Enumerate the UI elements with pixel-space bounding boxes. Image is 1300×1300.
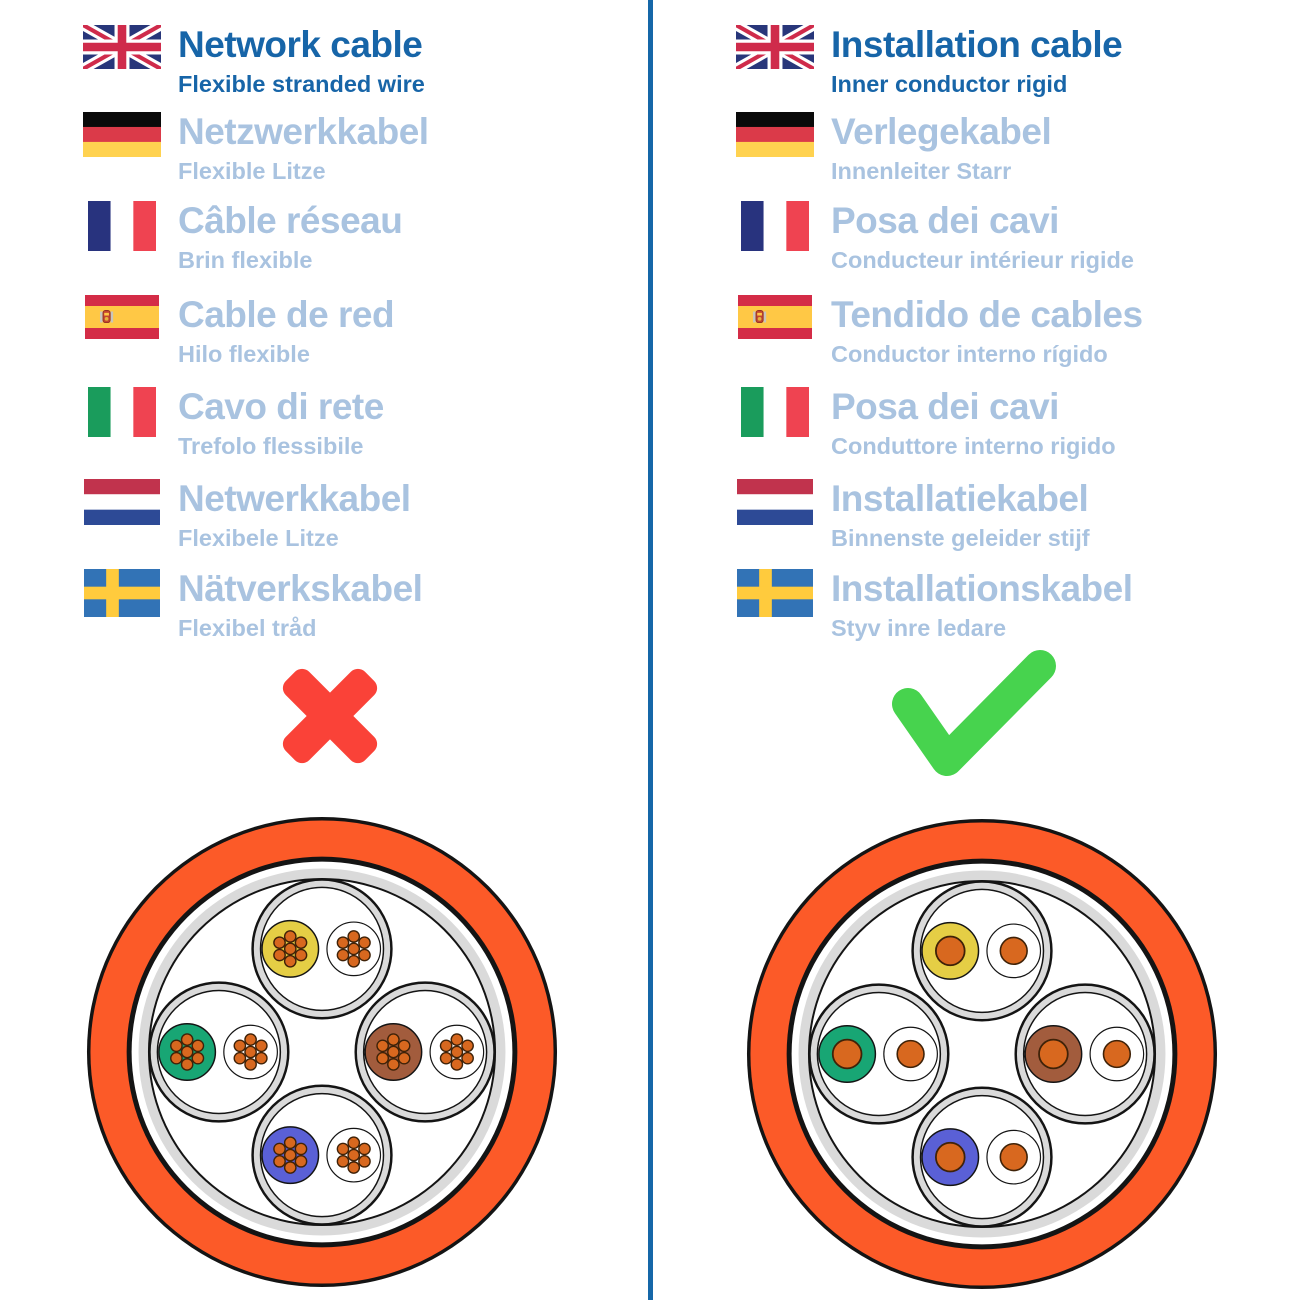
row-subtitle: Flexibele Litze: [178, 525, 339, 551]
germany-flag-icon: [733, 112, 816, 157]
sweden-flag-icon: [80, 569, 163, 617]
row-title: Netzwerkkabel: [178, 111, 429, 152]
row-title: Verlegekabel: [831, 111, 1052, 152]
row-subtitle: Conducteur intérieur rigide: [831, 247, 1134, 273]
row-title: Installationskabel: [831, 568, 1133, 609]
spain-flag-icon: [733, 295, 816, 339]
italy-flag-icon: [733, 387, 816, 437]
row-subtitle: Binnenste geleider stijf: [831, 525, 1090, 551]
row-subtitle: Flexible Litze: [178, 158, 326, 184]
uk-flag-icon: [733, 25, 816, 69]
language-row-fr: Posa dei cavi Conducteur intérieur rigid…: [733, 201, 1134, 273]
row-subtitle: Hilo flexible: [178, 341, 310, 367]
spain-crest-icon: [99, 309, 113, 324]
row-subtitle: Flexibel tråd: [178, 615, 317, 641]
row-subtitle: Flexible stranded wire: [178, 71, 425, 97]
row-subtitle: Inner conductor rigid: [831, 71, 1068, 97]
row-title: Nätverkskabel: [178, 568, 423, 609]
row-subtitle: Conductor interno rígido: [831, 341, 1108, 367]
row-title: Network cable: [178, 24, 423, 65]
language-row-de: Verlegekabel Innenleiter Starr: [733, 111, 1052, 184]
language-row-es: Tendido de cables Conductor interno rígi…: [733, 295, 1143, 367]
netherlands-flag-icon: [733, 479, 816, 525]
language-row-es: Cable de red Hilo flexible: [80, 294, 395, 367]
language-row-fr: Câble réseau Brin flexible: [80, 200, 403, 273]
row-title: Posa dei cavi: [831, 386, 1059, 427]
language-row-nl: Netwerkkabel Flexibele Litze: [80, 479, 411, 551]
cable-cross-section-stranded: [86, 816, 558, 1288]
row-title: Cavo di rete: [178, 386, 384, 427]
language-row-en: Network cable Flexible stranded wire: [80, 25, 425, 97]
uk-flag-icon: [80, 25, 163, 69]
france-flag-icon: [80, 201, 163, 251]
row-title: Câble réseau: [178, 200, 403, 241]
row-title: Installation cable: [831, 24, 1123, 65]
language-row-de: Netzwerkkabel Flexible Litze: [80, 112, 429, 184]
france-flag-icon: [733, 201, 816, 251]
language-row-en: Installation cable Inner conductor rigid: [733, 24, 1123, 97]
netherlands-flag-icon: [80, 479, 163, 525]
italy-flag-icon: [80, 387, 163, 437]
language-row-sv: Installationskabel Styv inre ledare: [733, 569, 1133, 641]
row-subtitle: Trefolo flessibile: [178, 433, 364, 459]
language-row-nl: Installatiekabel Binnenste geleider stij…: [733, 479, 1090, 551]
row-subtitle: Brin flexible: [178, 247, 313, 273]
row-title: Tendido de cables: [831, 294, 1143, 335]
row-subtitle: Innenleiter Starr: [831, 158, 1012, 184]
check-icon: [892, 650, 1056, 776]
spain-flag-icon: [80, 295, 163, 339]
language-row-sv: Nätverkskabel Flexibel tråd: [80, 568, 423, 641]
sweden-flag-icon: [733, 569, 816, 617]
row-title: Installatiekabel: [831, 478, 1089, 519]
row-subtitle: Styv inre ledare: [831, 615, 1007, 641]
germany-flag-icon: [80, 112, 163, 157]
cross-icon: [282, 668, 378, 764]
spain-crest-icon: [752, 309, 766, 324]
divider-line: [648, 0, 653, 1300]
row-title: Netwerkkabel: [178, 478, 411, 519]
row-subtitle: Conduttore interno rigido: [831, 433, 1116, 459]
row-title: Cable de red: [178, 294, 395, 335]
language-row-it: Posa dei cavi Conduttore interno rigido: [733, 387, 1116, 459]
language-row-it: Cavo di rete Trefolo flessibile: [80, 387, 384, 459]
cable-cross-section-rigid: [746, 818, 1218, 1290]
row-title: Posa dei cavi: [831, 200, 1059, 241]
